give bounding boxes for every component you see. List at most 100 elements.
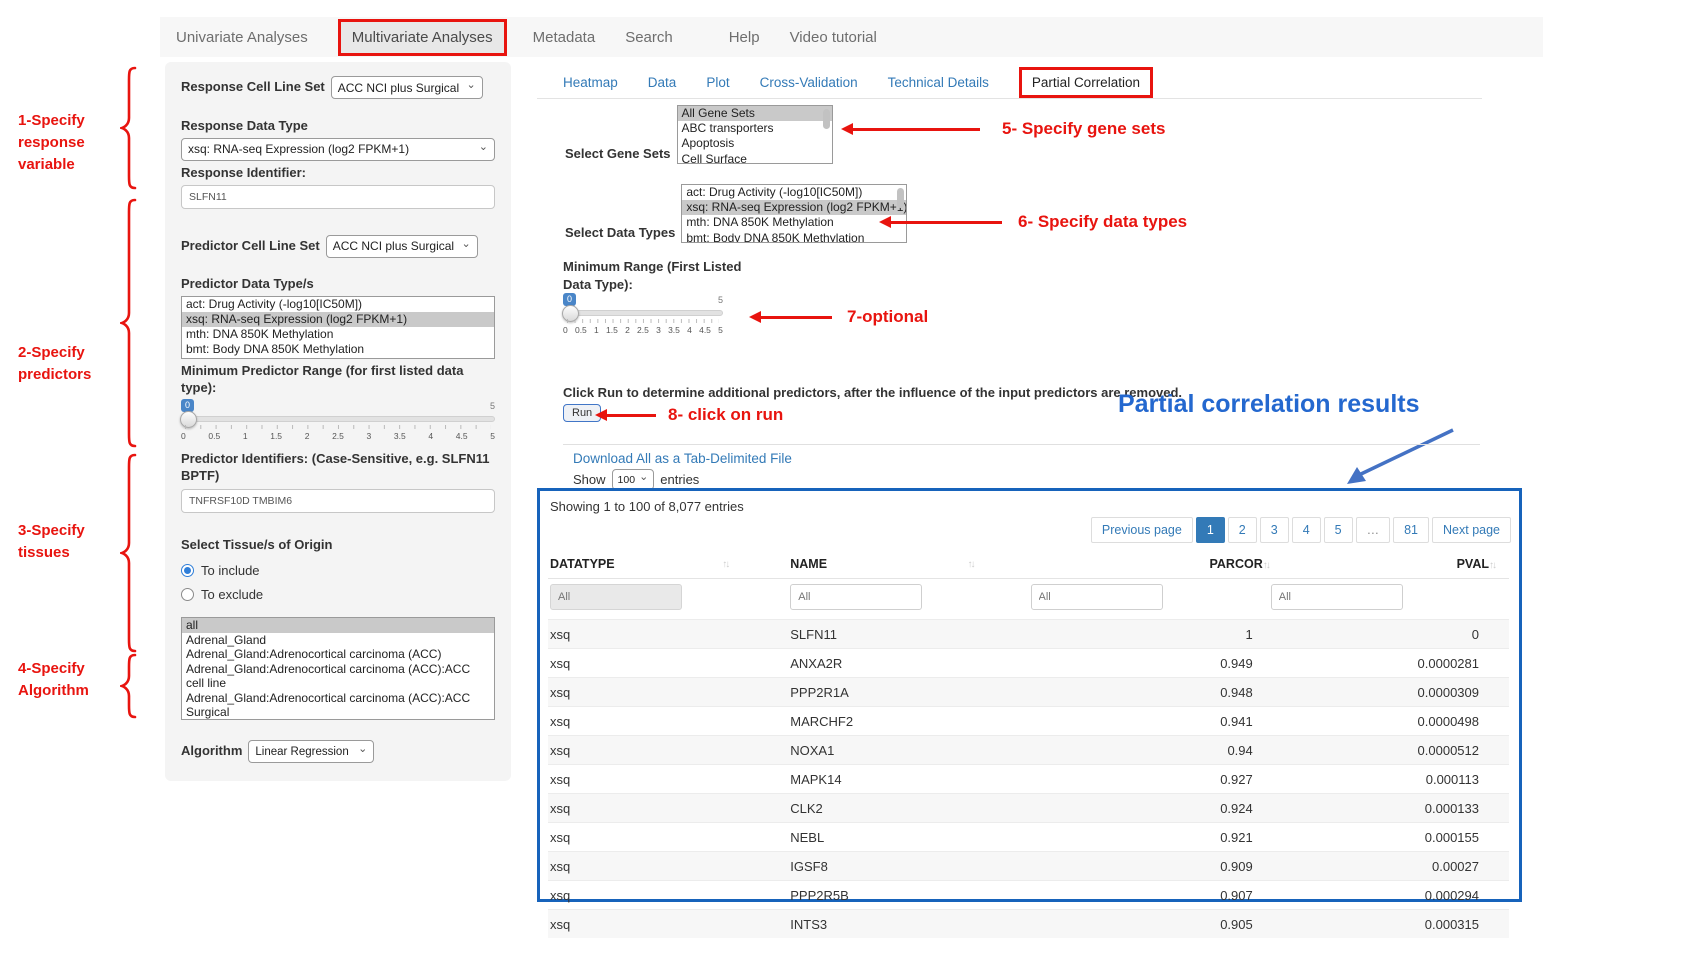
listbox-option[interactable]: Cell Surface [681, 151, 747, 164]
section-divider [563, 444, 1480, 445]
select-value: xsq: RNA-seq Expression (log2 FPKM+1) [188, 142, 410, 157]
slider-tick-label: 1 [594, 325, 599, 335]
top-navbar: Univariate Analyses Multivariate Analyses… [160, 17, 1543, 57]
slider-tick-label: 0 [181, 431, 186, 442]
filter-datatype-input[interactable] [550, 584, 682, 610]
tissues-exclude-radio-row[interactable]: To exclude [181, 587, 495, 602]
data-types-listbox[interactable]: act: Drug Activity (-log10[IC50M]) xsq: R… [681, 184, 908, 243]
table-row: xsq SLFN11 1 0 [548, 619, 1509, 649]
listbox-option[interactable]: Adrenal_Gland [186, 632, 267, 647]
slider-tick-label: 4.5 [455, 431, 468, 442]
listbox-option[interactable]: all [182, 618, 494, 633]
response-cell-line-set-label: Response Cell Line Set [181, 79, 325, 95]
response-cell-line-set-select[interactable]: ACC NCI plus Surgical ⌄ [330, 76, 483, 99]
tab-partial-correlation[interactable]: Partial Correlation [1018, 67, 1153, 98]
column-header-name[interactable]: NAME ↑↓ [790, 557, 976, 571]
tab-heatmap[interactable]: Heatmap [563, 75, 618, 90]
brace-step2 [120, 198, 137, 448]
page-button-5[interactable]: 5 [1323, 517, 1353, 543]
listbox-option[interactable]: Adrenal_Gland:Adrenocortical carcinoma (… [186, 661, 471, 691]
table-summary: Showing 1 to 100 of 8,077 entries [550, 499, 744, 514]
page-button-81[interactable]: 81 [1393, 517, 1430, 543]
page-button-2[interactable]: 2 [1227, 517, 1257, 543]
listbox-option[interactable]: Adrenal_Gland:Adrenocortical carcinoma (… [186, 647, 442, 662]
listbox-option[interactable]: act: Drug Activity (-log10[IC50M]) [186, 296, 363, 311]
data-types-label: Select Data Types [565, 225, 676, 241]
cell-name: IGSF8 [790, 858, 828, 874]
slider-ticklabels: 0 0.5 1 1.5 2 2.5 3 3.5 4 4.5 5 [563, 325, 723, 335]
slider-tick-label: 1.5 [270, 431, 283, 442]
min-predictor-range-slider[interactable]: 0 5 0 0.5 1 1.5 2 2.5 3 3.5 4 4.5 5 [180, 399, 495, 445]
table-row: xsq PPP2R5B 0.907 0.000294 [548, 880, 1509, 910]
filter-name-input[interactable] [790, 584, 923, 610]
page-button-3[interactable]: 3 [1259, 517, 1289, 543]
predictor-cell-line-set-select[interactable]: ACC NCI plus Surgical ⌄ [325, 234, 478, 258]
radio-unselected-icon[interactable] [181, 588, 194, 602]
cell-name: CLK2 [790, 800, 823, 816]
brace-step1 [120, 66, 137, 190]
tab-cross-validation[interactable]: Cross-Validation [759, 75, 858, 90]
annotation-step1: 1-Specify response variable [18, 112, 85, 173]
multivariate-settings-panel: Response Cell Line Set ACC NCI plus Surg… [165, 62, 511, 782]
listbox-option[interactable]: act: Drug Activity (-log10[IC50M]) [686, 185, 863, 199]
listbox-option[interactable]: bmt: Body DNA 850K Methylation [686, 230, 865, 243]
filter-pval-input[interactable] [1270, 584, 1403, 610]
filter-parcor-input[interactable] [1030, 584, 1163, 610]
predictor-identifiers-input[interactable] [181, 489, 495, 514]
run-button[interactable]: Run [563, 404, 602, 422]
scrollbar-thumb[interactable] [897, 188, 905, 208]
cell-parcor: 0.909 [1220, 858, 1253, 874]
tissues-include-radio-row[interactable]: To include [181, 563, 495, 578]
cell-pval: 0.000155 [1424, 829, 1479, 845]
listbox-option[interactable]: All Gene Sets [677, 106, 832, 122]
tissues-listbox[interactable]: all Adrenal_Gland Adrenal_Gland:Adrenocort… [181, 617, 495, 721]
tab-data[interactable]: Data [647, 75, 677, 90]
nav-item-metadata[interactable]: Metadata [532, 28, 596, 46]
nav-item-help[interactable]: Help [728, 28, 760, 46]
cell-name: NEBL [790, 829, 825, 845]
tab-technical-details[interactable]: Technical Details [887, 75, 989, 90]
listbox-option[interactable]: Adrenal_Gland:Adrenocortical carcinoma (… [186, 690, 471, 720]
nav-item-univariate-analyses[interactable]: Univariate Analyses [176, 28, 308, 46]
slider-tick-label: 4 [428, 431, 434, 442]
gene-sets-listbox[interactable]: All Gene Sets ABC transporters Apoptosis Ce… [676, 105, 833, 164]
sort-icon[interactable]: ↑↓ [722, 559, 730, 570]
min-range-slider[interactable]: 0 5 0 0.5 1 1.5 2 2.5 3 3.5 4 4.5 5 [562, 293, 723, 339]
response-data-type-select[interactable]: xsq: RNA-seq Expression (log2 FPKM+1) ⌄ [181, 137, 495, 161]
sort-icon[interactable]: ↑↓ [1262, 560, 1271, 571]
tab-plot[interactable]: Plot [706, 75, 730, 90]
scrollbar-thumb[interactable] [822, 109, 830, 129]
listbox-option[interactable]: bmt: Body DNA 850K Methylation [186, 342, 365, 357]
nav-item-video-tutorial[interactable]: Video tutorial [789, 28, 877, 46]
page-button-4[interactable]: 4 [1291, 517, 1321, 543]
listbox-option[interactable]: xsq: RNA-seq Expression (log2 FPKM+1) [182, 311, 494, 328]
nav-item-search[interactable]: Search [625, 28, 673, 46]
slider-track[interactable] [562, 305, 723, 322]
previous-page-button[interactable]: Previous page [1090, 517, 1193, 543]
cell-parcor: 0.949 [1220, 655, 1253, 671]
next-page-button[interactable]: Next page [1432, 517, 1511, 543]
slider-track[interactable] [180, 411, 495, 429]
page-button-1[interactable]: 1 [1195, 517, 1225, 543]
listbox-option[interactable]: ABC transporters [681, 121, 774, 136]
column-header-parcor[interactable]: PARCOR↑↓ [1209, 557, 1271, 571]
listbox-option[interactable]: Apoptosis [681, 136, 735, 151]
radio-selected-icon[interactable] [181, 564, 194, 578]
listbox-option[interactable]: mth: DNA 850K Methylation [686, 215, 834, 230]
listbox-option[interactable]: mth: DNA 850K Methylation [186, 327, 334, 342]
sort-icon[interactable]: ↑↓ [1489, 560, 1497, 571]
cell-parcor: 0.905 [1220, 916, 1253, 932]
listbox-option[interactable]: xsq: RNA-seq Expression (log2 FPKM+1) [682, 200, 907, 216]
slider-tick-label: 1.5 [606, 325, 618, 335]
nav-item-multivariate-analyses[interactable]: Multivariate Analyses [337, 18, 507, 56]
response-identifier-input[interactable] [181, 184, 495, 209]
algorithm-select[interactable]: Linear Regression ⌄ [248, 740, 375, 764]
predictor-data-types-listbox[interactable]: act: Drug Activity (-log10[IC50M]) xsq: R… [181, 295, 495, 359]
sort-icon[interactable]: ↑↓ [967, 559, 976, 570]
cell-pval: 0.000133 [1424, 800, 1479, 816]
download-all-link[interactable]: Download All as a Tab-Delimited File [573, 451, 792, 466]
column-header-pval[interactable]: PVAL↑↓ [1456, 557, 1497, 571]
table-row: xsq CLK2 0.924 0.000133 [548, 793, 1509, 823]
page-size-select[interactable]: 100 ⌄ [611, 469, 655, 490]
column-header-datatype[interactable]: DATATYPE ↑↓ [550, 557, 730, 571]
